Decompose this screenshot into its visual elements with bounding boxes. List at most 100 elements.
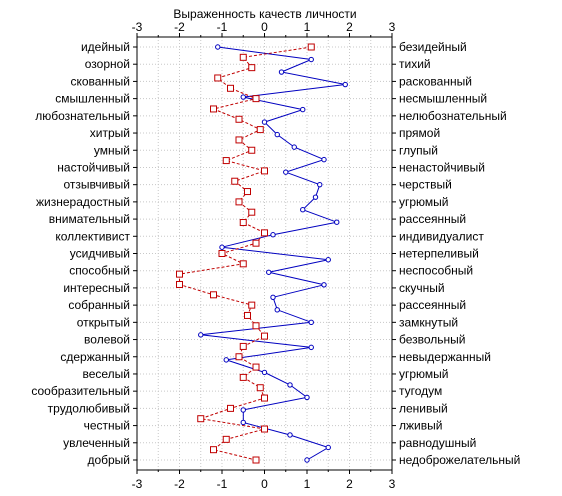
left-tick-label: сдержанный bbox=[60, 350, 130, 364]
series-marker-square bbox=[235, 198, 243, 206]
right-tick-label: несмышленный bbox=[399, 92, 487, 106]
right-tick-label: нетерпеливый bbox=[399, 247, 479, 261]
series-marker-square bbox=[256, 384, 264, 392]
right-tick-label: тугодум bbox=[399, 384, 442, 398]
series-line-1 bbox=[200, 46, 346, 461]
series-marker-circle bbox=[300, 106, 306, 113]
right-tick-label: индивидуалист bbox=[399, 229, 484, 243]
right-tick-label: замкнутый bbox=[399, 315, 458, 329]
left-tick-label: отзывчивый bbox=[63, 178, 130, 192]
x-tick-label-bottom: 1 bbox=[304, 477, 311, 491]
labels-layer: идейный безидейный озорной тихий скованный ра… bbox=[31, 40, 520, 467]
series-marker-circle bbox=[304, 457, 310, 463]
series-marker-circle bbox=[198, 332, 204, 338]
left-tick-label: коллективист bbox=[55, 229, 130, 243]
series-marker-square bbox=[261, 425, 268, 433]
x-tick-label-top: 1 bbox=[304, 20, 311, 34]
chart-title: Выраженность качеств личности bbox=[173, 7, 356, 21]
series-marker-square bbox=[261, 167, 268, 175]
series-marker-square bbox=[235, 115, 243, 123]
left-tick-label: волевой bbox=[84, 333, 130, 347]
left-tick-label: внимательный bbox=[49, 212, 130, 226]
left-tick-label: смышленный bbox=[55, 92, 130, 106]
series-marker-square bbox=[252, 322, 260, 330]
series-marker-square bbox=[235, 353, 243, 361]
series-marker-square bbox=[222, 157, 230, 165]
left-tick-label: трудолюбивый bbox=[48, 401, 130, 415]
left-tick-label: собранный bbox=[68, 298, 130, 312]
series-marker-square bbox=[239, 373, 247, 381]
right-tick-label: скучный bbox=[399, 281, 445, 295]
x-tick-label-bottom: -1 bbox=[217, 477, 228, 491]
series-marker-square bbox=[239, 219, 247, 227]
x-tick-label-bottom: 2 bbox=[346, 477, 353, 491]
left-tick-label: хитрый bbox=[90, 126, 130, 140]
series-marker-circle bbox=[287, 432, 293, 438]
right-tick-label: безвольный bbox=[399, 333, 466, 347]
left-tick-label: увлеченный bbox=[63, 436, 130, 450]
series-marker-square bbox=[227, 84, 234, 92]
series-marker-circle bbox=[317, 181, 323, 188]
left-tick-label: озорной bbox=[85, 57, 130, 71]
series-marker-square bbox=[218, 250, 226, 257]
right-tick-label: угрюмый bbox=[399, 195, 449, 209]
series-marker-circle bbox=[270, 294, 276, 301]
series-marker-circle bbox=[304, 394, 310, 401]
left-tick-label: настойчивый bbox=[57, 160, 130, 174]
x-tick-label-bottom: 3 bbox=[389, 477, 396, 491]
left-tick-label: честный bbox=[84, 419, 130, 433]
series-marker-circle bbox=[219, 244, 225, 250]
right-tick-label: черствый bbox=[399, 178, 452, 192]
series-marker-circle bbox=[270, 232, 276, 238]
series-marker-circle bbox=[321, 282, 327, 288]
series-marker-square bbox=[231, 177, 239, 185]
series-marker-square bbox=[244, 188, 251, 196]
series-marker-circle bbox=[308, 56, 314, 63]
x-tick-label-bottom: -2 bbox=[174, 477, 185, 491]
series-marker-square bbox=[244, 311, 251, 319]
x-tick-label-top: -1 bbox=[217, 20, 228, 34]
left-tick-label: открытый bbox=[77, 315, 130, 329]
series-marker-circle bbox=[274, 307, 280, 313]
series-marker-square bbox=[210, 291, 217, 299]
right-tick-label: равнодушный bbox=[399, 436, 476, 450]
x-tick-label-top: 2 bbox=[346, 20, 353, 34]
series-marker-square bbox=[239, 342, 247, 350]
series-marker-square bbox=[248, 146, 256, 154]
series-marker-circle bbox=[325, 257, 331, 263]
x-tick-label-top: 3 bbox=[389, 20, 396, 34]
right-tick-label: рассеянный bbox=[399, 298, 466, 312]
right-tick-label: безидейный bbox=[399, 40, 467, 54]
x-tick-label-top: -3 bbox=[132, 20, 143, 34]
left-tick-label: способный bbox=[69, 264, 130, 278]
series-marker-circle bbox=[266, 269, 272, 275]
right-tick-label: рассеянный bbox=[399, 212, 466, 226]
series-marker-square bbox=[176, 270, 183, 278]
series-marker-circle bbox=[261, 369, 268, 376]
series-marker-square bbox=[210, 105, 217, 113]
left-tick-label: интересный bbox=[63, 281, 130, 295]
series-marker-circle bbox=[291, 144, 297, 150]
series-marker-square bbox=[307, 43, 315, 51]
left-tick-label: скованный bbox=[70, 74, 130, 88]
x-tick-label-top: -2 bbox=[174, 20, 185, 34]
right-tick-label: невыдержанный bbox=[399, 350, 491, 364]
series-marker-circle bbox=[308, 319, 314, 326]
series-marker-circle bbox=[240, 419, 246, 426]
series-marker-circle bbox=[274, 131, 280, 138]
series-marker-square bbox=[248, 301, 256, 309]
x-tick-label-bottom: 0 bbox=[261, 477, 268, 491]
right-tick-label: угрюмый bbox=[399, 367, 449, 381]
series-marker-circle bbox=[223, 357, 229, 363]
left-tick-label: любознательный bbox=[35, 109, 130, 123]
series-marker-square bbox=[227, 404, 234, 412]
series-marker-square bbox=[252, 456, 260, 464]
series-marker-circle bbox=[287, 382, 293, 388]
series-marker-circle bbox=[308, 344, 314, 351]
series-marker-square bbox=[176, 280, 183, 288]
left-tick-label: усидчивый bbox=[70, 247, 130, 261]
right-tick-label: ленивый bbox=[399, 401, 448, 415]
right-tick-label: глупый bbox=[399, 143, 438, 157]
series-marker-circle bbox=[261, 119, 268, 125]
